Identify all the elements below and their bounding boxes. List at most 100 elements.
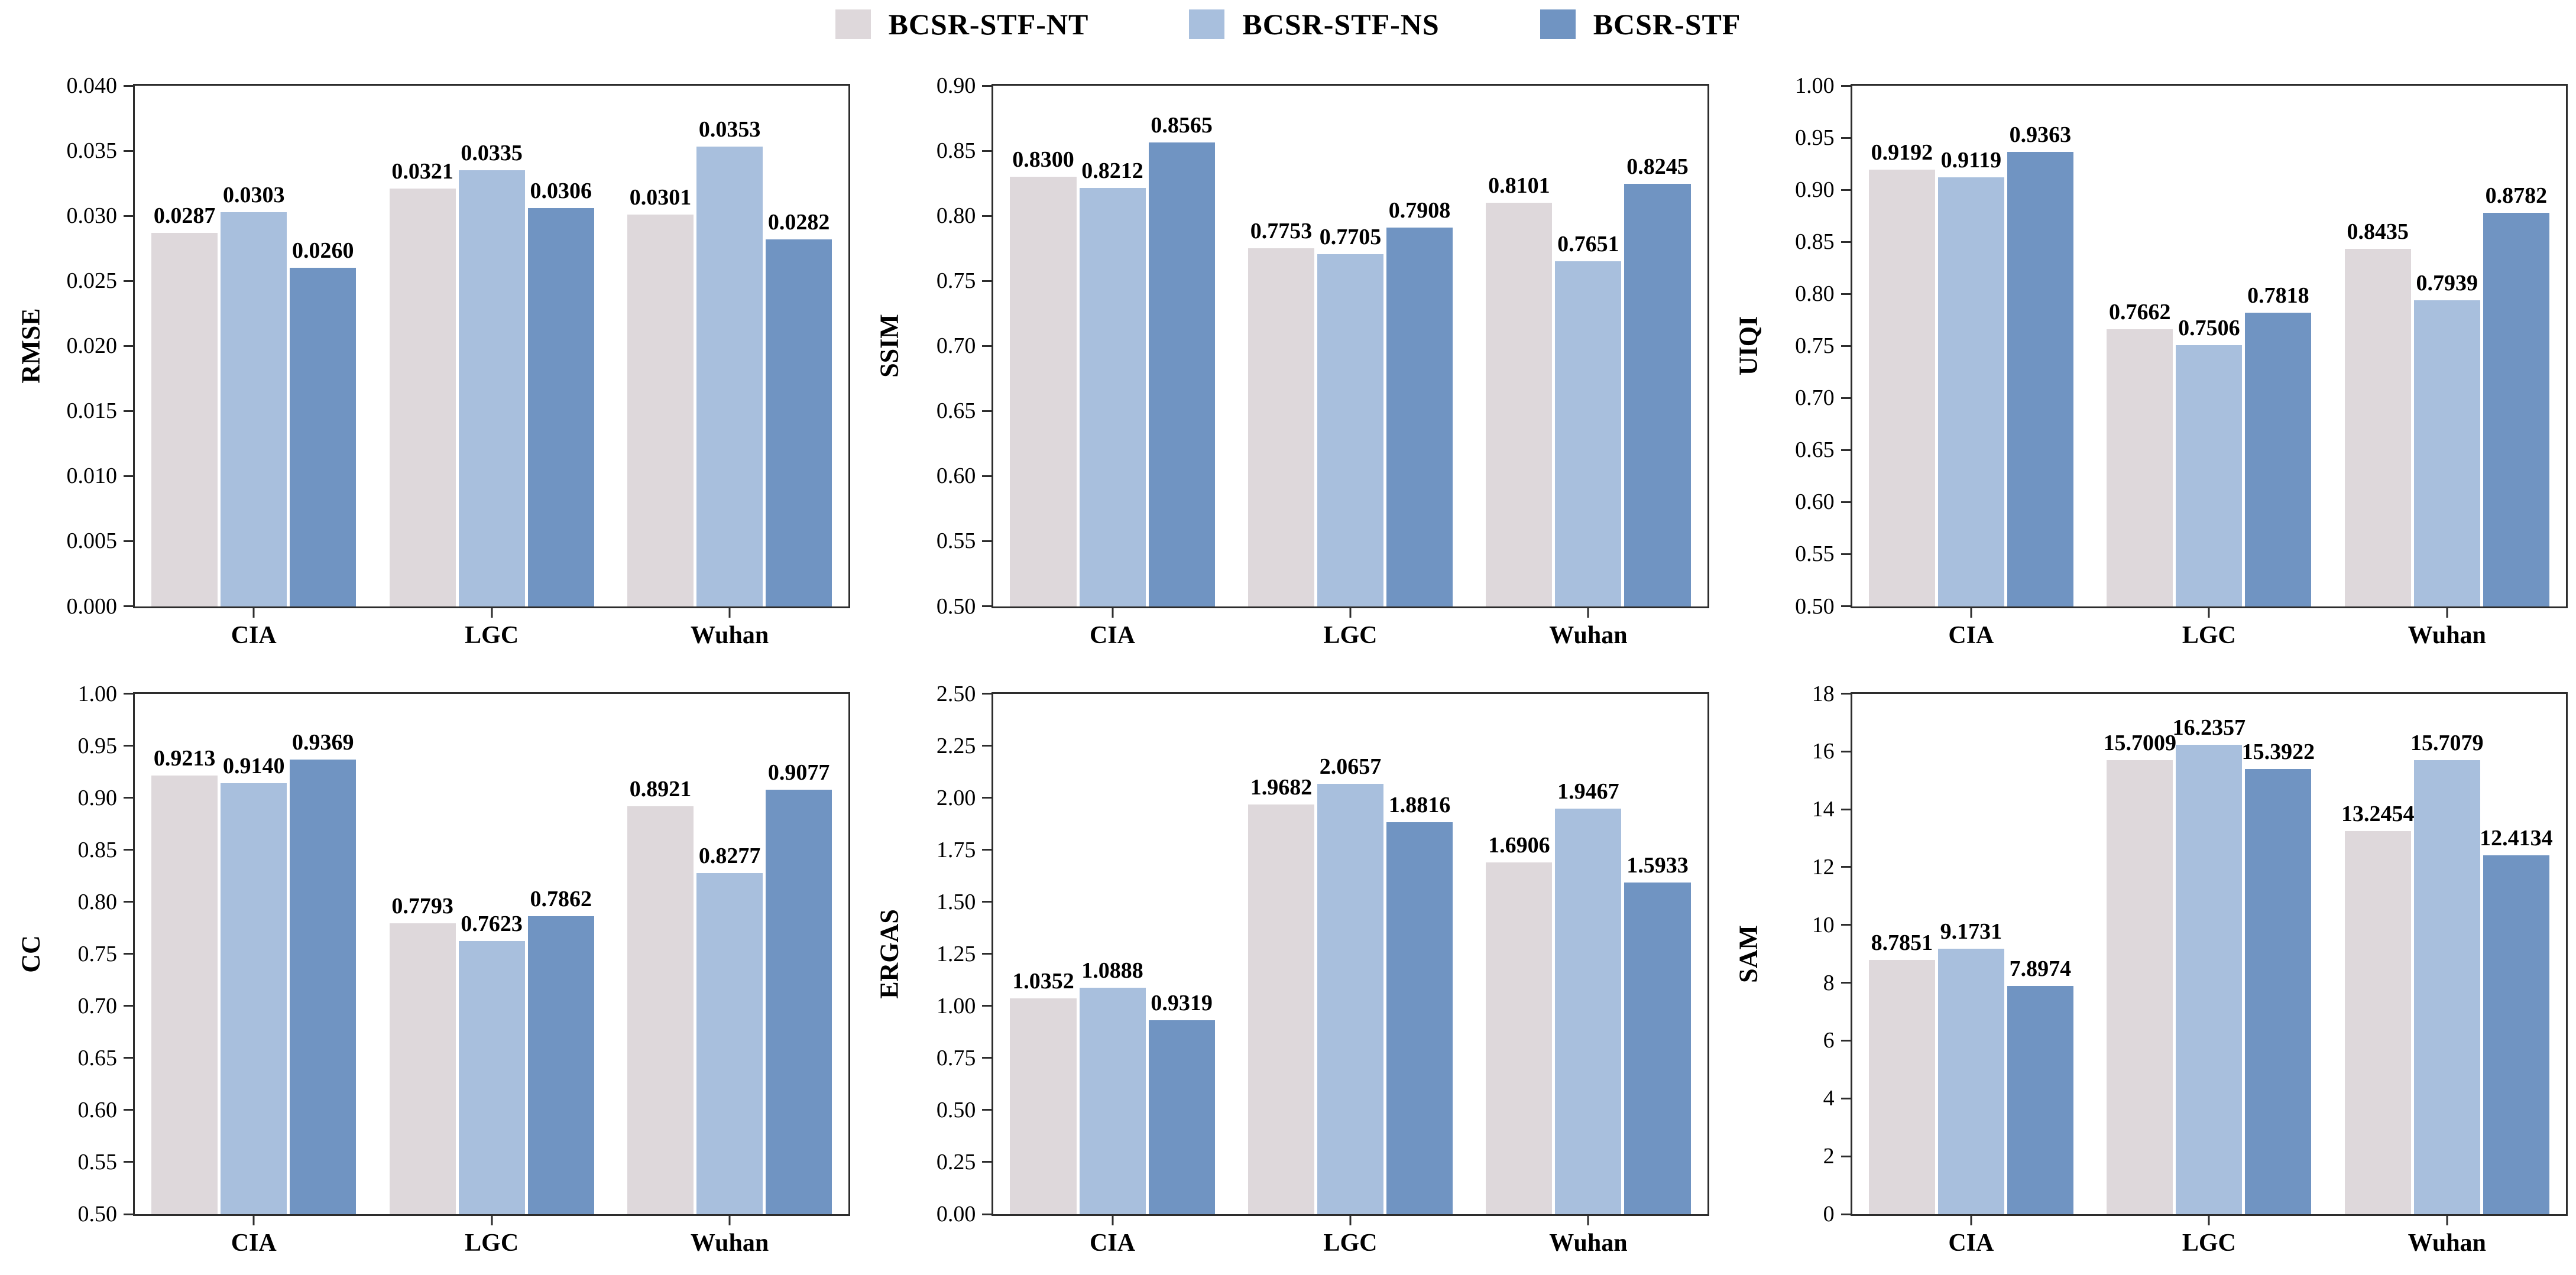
bar-bcsr-stf-wuhan: 0.0282 — [766, 211, 832, 606]
x-tick-mark — [1587, 1216, 1589, 1225]
bar-bcsr-stf-cia: 0.8565 — [1148, 114, 1215, 606]
legend-label: BCSR-STF-NT — [888, 8, 1089, 41]
bar-bcsr-stf-nt-cia: 0.0287 — [151, 205, 218, 606]
y-tick-label: 0.75 — [936, 1045, 976, 1070]
bar-bcsr-stf-ns-lgc: 0.0335 — [458, 142, 525, 606]
y-tick-label: 0.55 — [1795, 541, 1835, 567]
y-tick-label: 0.85 — [936, 138, 976, 164]
bar-value-label: 0.9140 — [222, 753, 285, 778]
y-tick-mark — [1841, 605, 1851, 607]
bar-bcsr-stf-wuhan: 1.5933 — [1624, 854, 1691, 1214]
y-tick-mark — [982, 953, 992, 955]
bar-cluster: 0.0301 0.0353 0.0282 — [627, 86, 832, 606]
bar-value-label: 0.0335 — [461, 141, 523, 166]
x-tick-mark — [2446, 608, 2448, 618]
bar-bcsr-stf-ns-cia: 9.1731 — [1937, 920, 2004, 1214]
bar-bcsr-stf-lgc: 15.3922 — [2242, 741, 2315, 1214]
y-tick-mark — [1841, 553, 1851, 555]
bar-value-label: 1.5933 — [1626, 852, 1689, 878]
category-slot: 0.8101 0.7651 0.8245 — [1469, 86, 1707, 606]
bar-bcsr-stf-nt-lgc: 1.9682 — [1248, 776, 1314, 1214]
bar-bcsr-stf-nt-lgc: 0.7753 — [1248, 220, 1314, 606]
y-tick-label: 4 — [1823, 1086, 1835, 1111]
x-tick-label: CIA — [1090, 1229, 1136, 1257]
y-tick-mark — [124, 1161, 133, 1163]
category-slot: 0.8435 0.7939 0.8782 — [2328, 86, 2566, 606]
y-tick-label: 0.85 — [77, 837, 118, 862]
y-tick-mark — [1841, 693, 1851, 695]
y-tick-mark — [124, 410, 133, 412]
bar-bcsr-stf-nt-lgc: 15.7009 — [2104, 732, 2176, 1214]
y-tick-mark — [124, 150, 133, 152]
y-tick-label: 0.25 — [936, 1149, 976, 1175]
bar-bcsr-stf-nt-wuhan: 0.8921 — [627, 778, 694, 1214]
y-tick-label: 0.55 — [936, 528, 976, 554]
legend-label: BCSR-STF-NS — [1242, 8, 1440, 41]
legend-item-bcsr-stf-ns: BCSR-STF-NS — [1189, 7, 1439, 41]
x-tick-label: Wuhan — [2407, 621, 2486, 649]
y-tick-mark — [1841, 449, 1851, 451]
y-tick-mark — [982, 1109, 992, 1111]
bar-bcsr-stf-ns-cia: 0.9140 — [221, 755, 287, 1214]
y-tick-label: 0.95 — [77, 733, 118, 758]
y-tick-label: 1.00 — [936, 993, 976, 1018]
bar-bcsr-stf-nt-cia: 8.7851 — [1868, 932, 1935, 1214]
y-tick-mark — [1841, 137, 1851, 139]
bar-cluster: 15.7009 16.2357 15.3922 — [2104, 694, 2315, 1214]
x-tick-mark — [252, 608, 255, 618]
y-tick-label: 0.00 — [936, 1202, 976, 1227]
y-axis-label: SAM — [1733, 924, 1763, 983]
x-tick-label: Wuhan — [2407, 1229, 2486, 1257]
bar-cluster: 13.2454 15.7079 12.4134 — [2341, 694, 2553, 1214]
bar-bcsr-stf-ns-lgc: 0.7623 — [458, 913, 525, 1214]
x-tick-mark — [252, 1216, 255, 1225]
y-tick-label: 0.70 — [936, 333, 976, 359]
bar-value-label: 0.0303 — [222, 182, 285, 207]
bar-value-label: 9.1731 — [1940, 919, 2003, 945]
bar-cluster: 0.7753 0.7705 0.7908 — [1248, 86, 1453, 606]
y-tick-mark — [124, 85, 133, 87]
y-tick-label: 0.85 — [1795, 229, 1835, 255]
y-tick-mark — [124, 745, 133, 747]
bar-bcsr-stf-lgc: 1.8816 — [1386, 794, 1453, 1214]
x-tick-mark — [2446, 1216, 2448, 1225]
y-tick-mark — [124, 605, 133, 607]
y-tick-mark — [1841, 750, 1851, 752]
bar-value-label: 0.0287 — [153, 203, 216, 228]
bar-value-label: 1.9467 — [1557, 779, 1619, 804]
bar-value-label: 15.7009 — [2103, 730, 2177, 755]
y-tick-mark — [982, 150, 992, 152]
y-tick-label: 0.000 — [66, 593, 118, 619]
bar-value-label: 0.7623 — [461, 911, 523, 937]
y-tick-mark — [124, 280, 133, 282]
bar-bcsr-stf-ns-wuhan: 0.7939 — [2413, 272, 2480, 606]
bar-cluster: 0.8435 0.7939 0.8782 — [2344, 86, 2549, 606]
bar-bcsr-stf-lgc: 0.7818 — [2245, 284, 2312, 606]
y-tick-label: 0.65 — [1795, 437, 1835, 463]
y-tick-mark — [1841, 241, 1851, 243]
category-slot: 0.9213 0.9140 0.9369 — [135, 694, 372, 1214]
bar-value-label: 1.6906 — [1488, 832, 1550, 858]
x-tick-mark — [1349, 608, 1352, 618]
y-tick-label: 0.040 — [66, 73, 118, 98]
x-tick-label: LGC — [465, 1229, 519, 1257]
bar-value-label: 0.8435 — [2347, 219, 2409, 244]
x-tick-label: Wuhan — [690, 621, 769, 649]
y-tick-label: 0.020 — [66, 333, 118, 359]
plot-area: 0.50 0.55 0.60 0.65 0.70 0.75 0.80 0.85 0.90 0.95… — [78, 683, 851, 1255]
legend-label: BCSR-STF — [1593, 8, 1741, 41]
bar-bcsr-stf-ns-cia: 0.8212 — [1079, 160, 1146, 606]
y-tick-label: 8 — [1823, 970, 1835, 995]
y-axis-label: SSIM — [874, 314, 904, 378]
bar-bcsr-stf-cia: 0.9363 — [2007, 124, 2073, 606]
y-tick-label: 16 — [1812, 739, 1835, 764]
x-tick-mark — [491, 608, 493, 618]
bar-bcsr-stf-wuhan: 12.4134 — [2480, 827, 2553, 1214]
bar-value-label: 1.9682 — [1250, 774, 1313, 800]
bar-bcsr-stf-wuhan: 0.9077 — [766, 761, 832, 1214]
y-tick-mark — [982, 345, 992, 347]
bar-value-label: 0.7705 — [1319, 225, 1382, 250]
y-tick-label: 0.75 — [77, 941, 118, 966]
bar-value-label: 0.7753 — [1250, 218, 1313, 244]
x-tick-mark — [2208, 1216, 2210, 1225]
